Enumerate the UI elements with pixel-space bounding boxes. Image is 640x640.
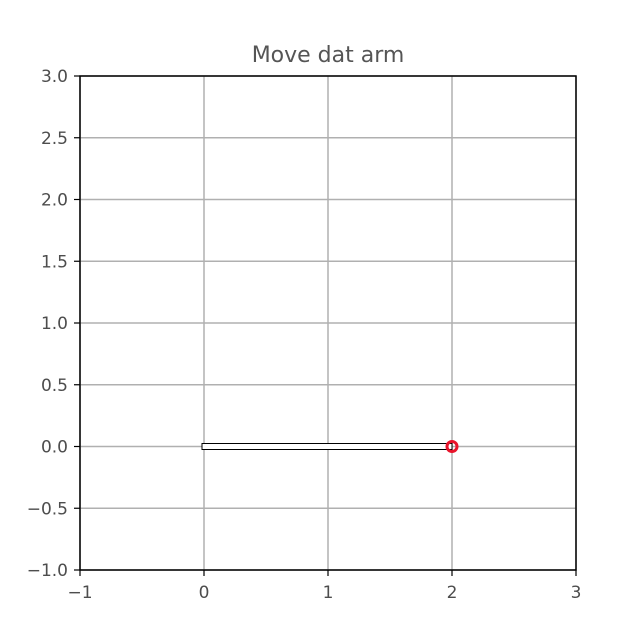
y-tick-label: −0.5 bbox=[27, 499, 68, 519]
y-tick-label: 2.0 bbox=[41, 191, 68, 211]
grid-lines bbox=[79, 75, 577, 571]
x-tick-label: 1 bbox=[323, 583, 334, 603]
x-tick-label: 2 bbox=[447, 583, 458, 603]
y-tick-label: 1.5 bbox=[41, 252, 68, 272]
arm-link bbox=[201, 443, 453, 450]
y-tick-label: 0.0 bbox=[41, 438, 68, 458]
x-tick-label: 3 bbox=[571, 583, 582, 603]
chart-title: Move dat arm bbox=[252, 43, 405, 68]
y-tick-label: 0.5 bbox=[41, 376, 68, 396]
end-effector-marker bbox=[445, 440, 459, 453]
y-tick-label: 3.0 bbox=[41, 67, 68, 87]
x-tick-label: 0 bbox=[199, 583, 210, 603]
y-tick-label: −1.0 bbox=[27, 561, 68, 581]
y-tick-label: 1.0 bbox=[41, 314, 68, 334]
axis-ticks: −1 0 1 2 3 −1.0 −0.5 0.0 0.5 1.0 1.5 2.0 2.5 3.0 bbox=[27, 67, 582, 603]
x-tick-label: −1 bbox=[67, 583, 92, 603]
y-tick-label: 2.5 bbox=[41, 129, 68, 149]
plot-content bbox=[201, 440, 459, 453]
